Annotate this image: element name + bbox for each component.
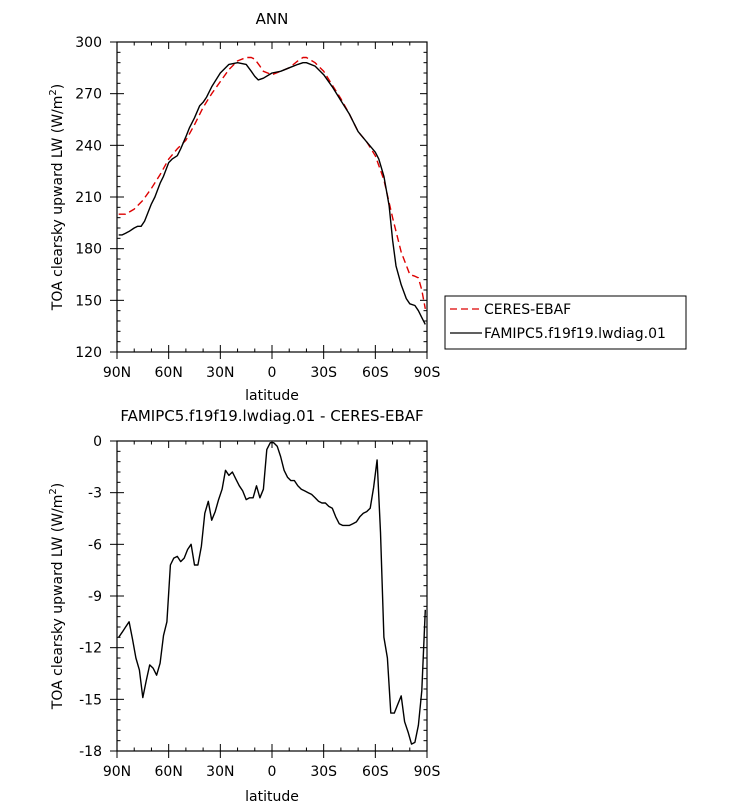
top-panel-x-label: latitude (245, 388, 299, 404)
bottom-y-tick-label: 0 (93, 434, 102, 450)
top-y-tick-label: 150 (75, 293, 102, 309)
bottom-y-tick-label: -3 (88, 486, 102, 502)
bottom-x-tick-label: 60S (362, 764, 389, 780)
top-y-tick-label: 300 (75, 35, 102, 51)
top-panel: ANN 90N 60N 30N 0 30S 60S 90S 120 150 180 210 240 27… (48, 10, 687, 404)
top-x-tick-label: 30S (310, 365, 337, 381)
bottom-x-tick-label: 90S (414, 764, 441, 780)
legend-famipc-label: FAMIPC5.f19f19.lwdiag.01 (484, 326, 666, 342)
bottom-series-line-difference (118, 442, 426, 745)
top-y-tick-label: 240 (75, 138, 102, 154)
legend-ceres-label: CERES-EBAF (484, 302, 571, 318)
top-y-tick-label: 270 (75, 87, 102, 103)
bottom-x-tick-label: 30N (206, 764, 234, 780)
legend: CERES-EBAF FAMIPC5.f19f19.lwdiag.01 (444, 295, 687, 350)
bottom-panel-title: FAMIPC5.f19f19.lwdiag.01 - CERES-EBAF (120, 407, 423, 425)
bottom-panel-y-label-sup: 2 (48, 488, 59, 494)
top-x-tick-label: 60S (362, 365, 389, 381)
top-panel-y-label-tail: ) (50, 84, 66, 89)
bottom-y-tick-label: -15 (79, 692, 102, 708)
bottom-y-tick-label: -12 (79, 641, 102, 657)
top-panel-y-label-main: TOA clearsky upward LW (W/m (50, 96, 66, 312)
top-x-tick-label: 90N (103, 365, 131, 381)
top-x-tick-label: 90S (414, 365, 441, 381)
bottom-x-tick-label: 30S (310, 764, 337, 780)
bottom-panel-series (118, 442, 426, 745)
top-y-tick-label: 180 (75, 242, 102, 258)
bottom-panel-x-label: latitude (245, 789, 299, 805)
bottom-y-tick-label: -18 (79, 744, 102, 760)
top-y-tick-label: 210 (75, 190, 102, 206)
top-panel-series (118, 56, 426, 325)
bottom-panel: FAMIPC5.f19f19.lwdiag.01 - CERES-EBAF 90… (48, 407, 440, 805)
top-panel-y-label-sup: 2 (48, 89, 59, 95)
bottom-panel-ticks (110, 440, 428, 758)
bottom-panel-tick-labels: 90N 60N 30N 0 30S 60S 90S -18 -15 -12 -9 -6 -3 0 (79, 434, 440, 780)
top-x-tick-label: 60N (155, 365, 183, 381)
top-series-line-ceres-ebaf (118, 56, 426, 310)
top-panel-frame (116, 41, 428, 353)
bottom-x-tick-label: 90N (103, 764, 131, 780)
top-y-tick-label: 120 (75, 345, 102, 361)
bottom-y-tick-label: -6 (88, 537, 102, 553)
bottom-x-tick-label: 0 (268, 764, 277, 780)
top-x-tick-label: 0 (268, 365, 277, 381)
bottom-panel-y-label-main: TOA clearsky upward LW (W/m (50, 495, 66, 711)
legend-box (444, 295, 687, 350)
bottom-y-tick-label: -9 (88, 589, 102, 605)
top-series-line-famipc5-f19f19-lwdiag-01 (118, 62, 426, 325)
top-panel-title: ANN (256, 10, 289, 28)
bottom-panel-y-label: TOA clearsky upward LW (W/m2) (48, 483, 66, 710)
bottom-panel-frame (116, 440, 428, 752)
top-panel-ticks (110, 41, 428, 359)
bottom-panel-y-label-tail: ) (50, 483, 66, 488)
bottom-x-tick-label: 60N (155, 764, 183, 780)
top-panel-y-label: TOA clearsky upward LW (W/m2) (48, 84, 66, 311)
top-panel-tick-labels: 90N 60N 30N 0 30S 60S 90S 120 150 180 210 240 270 300 (75, 35, 440, 381)
top-x-tick-label: 30N (206, 365, 234, 381)
